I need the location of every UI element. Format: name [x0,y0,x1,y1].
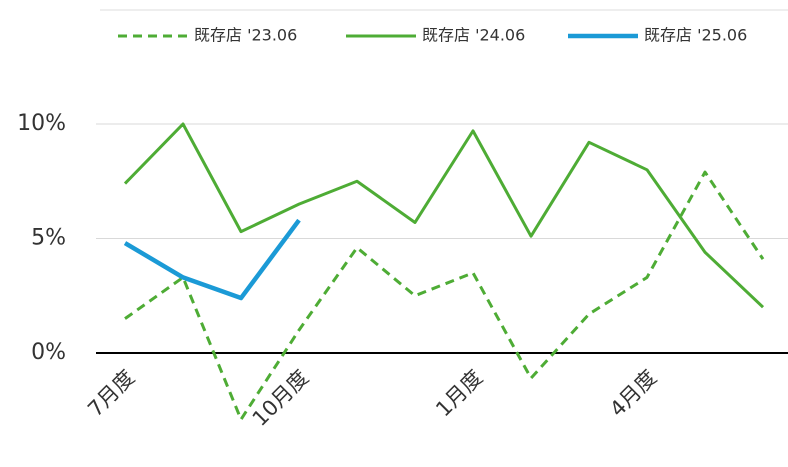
series-line [124,170,765,421]
legend-label: 既存店 '25.06 [644,26,747,45]
series-line [123,122,765,309]
y-tick-label: 0% [31,340,66,365]
x-tick-label: 7月度 [83,365,139,421]
x-tick-label: 4月度 [605,365,661,421]
legend-label: 既存店 '24.06 [422,26,525,45]
legend-label: 既存店 '23.06 [194,26,297,45]
x-tick-label: 1月度 [431,365,487,421]
y-tick-label: 5% [31,226,66,251]
series-line [123,218,301,301]
x-tick-label: 10月度 [248,365,314,431]
y-tick-label: 10% [17,111,66,136]
